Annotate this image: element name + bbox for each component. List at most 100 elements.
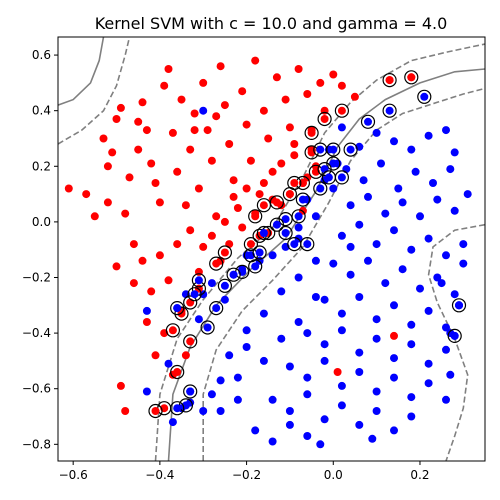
data-point-blue — [372, 240, 381, 249]
data-point-blue — [398, 265, 407, 274]
data-point-red — [155, 198, 164, 207]
data-point-red — [138, 256, 147, 265]
data-point-blue — [259, 309, 268, 318]
data-point-blue — [346, 270, 355, 279]
support-vector-ring — [226, 267, 241, 282]
support-vector-ring — [256, 198, 271, 213]
data-point-blue — [424, 379, 433, 388]
support-point-blue — [212, 304, 221, 313]
data-point-blue — [207, 390, 216, 399]
support-point-red — [285, 190, 294, 199]
x-tick-label: −0.4 — [145, 468, 174, 482]
support-vector-ring — [343, 142, 358, 157]
support-point-blue — [272, 220, 281, 229]
chart-title: Kernel SVM with c = 10.0 and gamma = 4.0 — [95, 14, 448, 33]
y-tick-label: −0.4 — [22, 326, 51, 340]
data-point-red — [155, 251, 164, 260]
support-vector-ring — [282, 187, 297, 202]
support-point-red — [251, 212, 260, 221]
data-point-blue — [320, 356, 329, 365]
data-point-blue — [394, 184, 403, 193]
data-point-blue — [442, 251, 450, 260]
data-point-red — [134, 117, 143, 126]
data-point-red — [103, 162, 112, 171]
data-point-blue — [381, 279, 390, 288]
data-point-blue — [277, 287, 286, 296]
support-vectors — [148, 70, 467, 419]
data-point-red — [203, 126, 212, 135]
data-point-red — [125, 173, 134, 182]
data-point-blue — [433, 195, 442, 204]
data-point-blue — [216, 376, 225, 385]
support-point-red — [220, 248, 229, 257]
support-vector-ring — [243, 237, 258, 252]
data-point-blue — [316, 440, 325, 449]
data-point-blue — [407, 145, 416, 154]
support-vector-ring — [183, 295, 198, 310]
data-point-red — [242, 184, 251, 193]
support-vector-ring — [256, 225, 271, 241]
data-point-red — [290, 140, 299, 148]
support-vector-ring — [170, 364, 185, 380]
support-point-red — [173, 368, 182, 376]
support-vector-ring — [382, 72, 397, 88]
y-axis: −0.8 −0.6 −0.4 −0.2 0.0 0.2 0.4 0.6 — [22, 48, 58, 451]
data-point-blue — [407, 340, 416, 349]
support-point-blue — [190, 290, 199, 299]
support-point-blue — [450, 331, 459, 340]
x-tick-label: 0.2 — [410, 468, 429, 482]
data-point-red — [242, 120, 251, 129]
data-point-blue — [364, 256, 372, 265]
support-point-blue — [290, 240, 299, 249]
data-point-red — [164, 276, 173, 285]
data-point-red — [194, 184, 203, 193]
data-point-blue — [303, 390, 312, 399]
support-point-blue — [186, 387, 195, 396]
data-point-blue — [390, 301, 398, 310]
data-point-blue — [372, 128, 381, 137]
data-point-blue — [329, 184, 338, 193]
data-point-blue — [294, 273, 303, 282]
support-point-blue — [298, 195, 307, 204]
support-point-blue — [303, 240, 312, 249]
data-point-blue — [424, 234, 433, 243]
support-vector-ring — [417, 89, 432, 104]
data-point-red — [277, 159, 286, 168]
support-vector-ring — [148, 403, 163, 419]
data-point-red — [246, 156, 255, 165]
support-vector-ring — [252, 245, 267, 260]
data-point-blue — [390, 137, 398, 146]
support-vector-ring — [170, 401, 185, 416]
data-point-blue — [407, 245, 416, 254]
y-tick-label: 0.4 — [32, 104, 51, 118]
data-points — [64, 56, 472, 449]
data-point-blue — [199, 106, 208, 115]
support-point-blue — [203, 323, 212, 332]
support-vector-ring — [300, 237, 315, 252]
data-point-blue — [368, 434, 377, 443]
support-vector-ring — [248, 209, 263, 224]
data-point-red — [138, 98, 147, 107]
data-point-blue — [407, 412, 416, 421]
data-point-blue — [337, 326, 346, 335]
x-tick-label: 0.0 — [324, 468, 343, 482]
data-point-red — [142, 318, 151, 326]
support-point-blue — [229, 270, 238, 279]
data-point-blue — [337, 231, 346, 240]
x-tick-label: −0.6 — [59, 468, 88, 482]
data-point-blue — [199, 407, 208, 415]
data-point-blue — [164, 359, 173, 368]
data-point-blue — [220, 295, 229, 304]
data-point-red — [164, 65, 173, 73]
data-point-blue — [233, 373, 242, 382]
data-point-red — [82, 190, 91, 199]
data-point-red — [90, 212, 99, 221]
data-point-blue — [242, 343, 251, 351]
data-point-red — [207, 156, 216, 165]
data-point-blue — [294, 223, 303, 232]
data-point-blue — [424, 131, 433, 140]
support-point-blue — [259, 229, 268, 237]
support-point-red — [290, 179, 299, 187]
data-point-blue — [251, 426, 260, 435]
data-point-blue — [303, 432, 312, 440]
